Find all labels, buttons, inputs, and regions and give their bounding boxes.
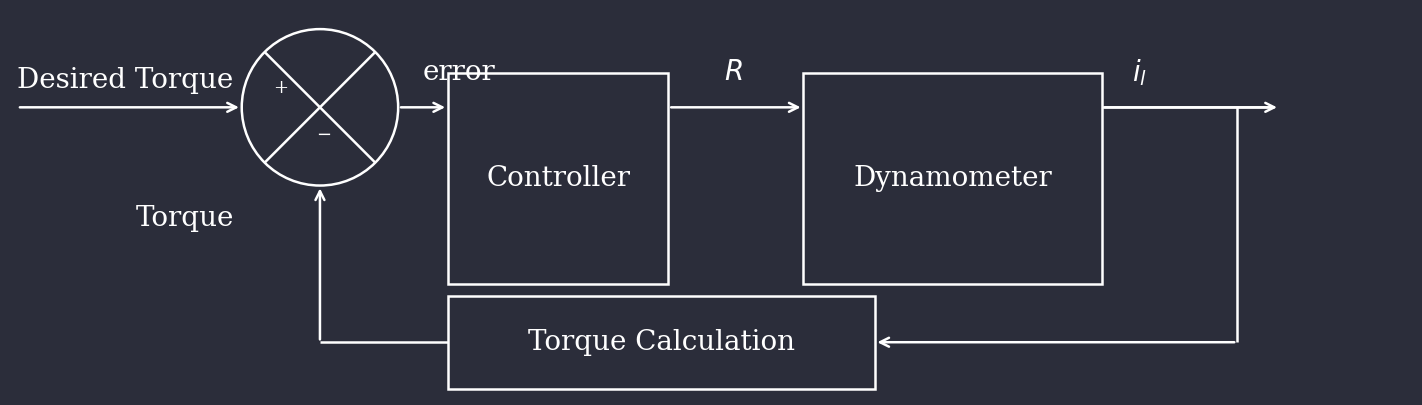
Text: +: + [273, 79, 289, 97]
FancyBboxPatch shape [448, 296, 875, 389]
Text: Desired Torque: Desired Torque [17, 68, 233, 94]
Text: Torque: Torque [135, 205, 235, 232]
Text: −: − [316, 126, 331, 144]
Ellipse shape [242, 29, 398, 185]
Text: Dynamometer: Dynamometer [853, 165, 1052, 192]
Text: error: error [422, 60, 495, 86]
Text: Controller: Controller [486, 165, 630, 192]
FancyBboxPatch shape [803, 73, 1102, 284]
Text: $R$: $R$ [724, 60, 744, 86]
Text: Torque Calculation: Torque Calculation [528, 329, 795, 356]
Text: $i_l$: $i_l$ [1132, 58, 1148, 88]
FancyBboxPatch shape [448, 73, 668, 284]
